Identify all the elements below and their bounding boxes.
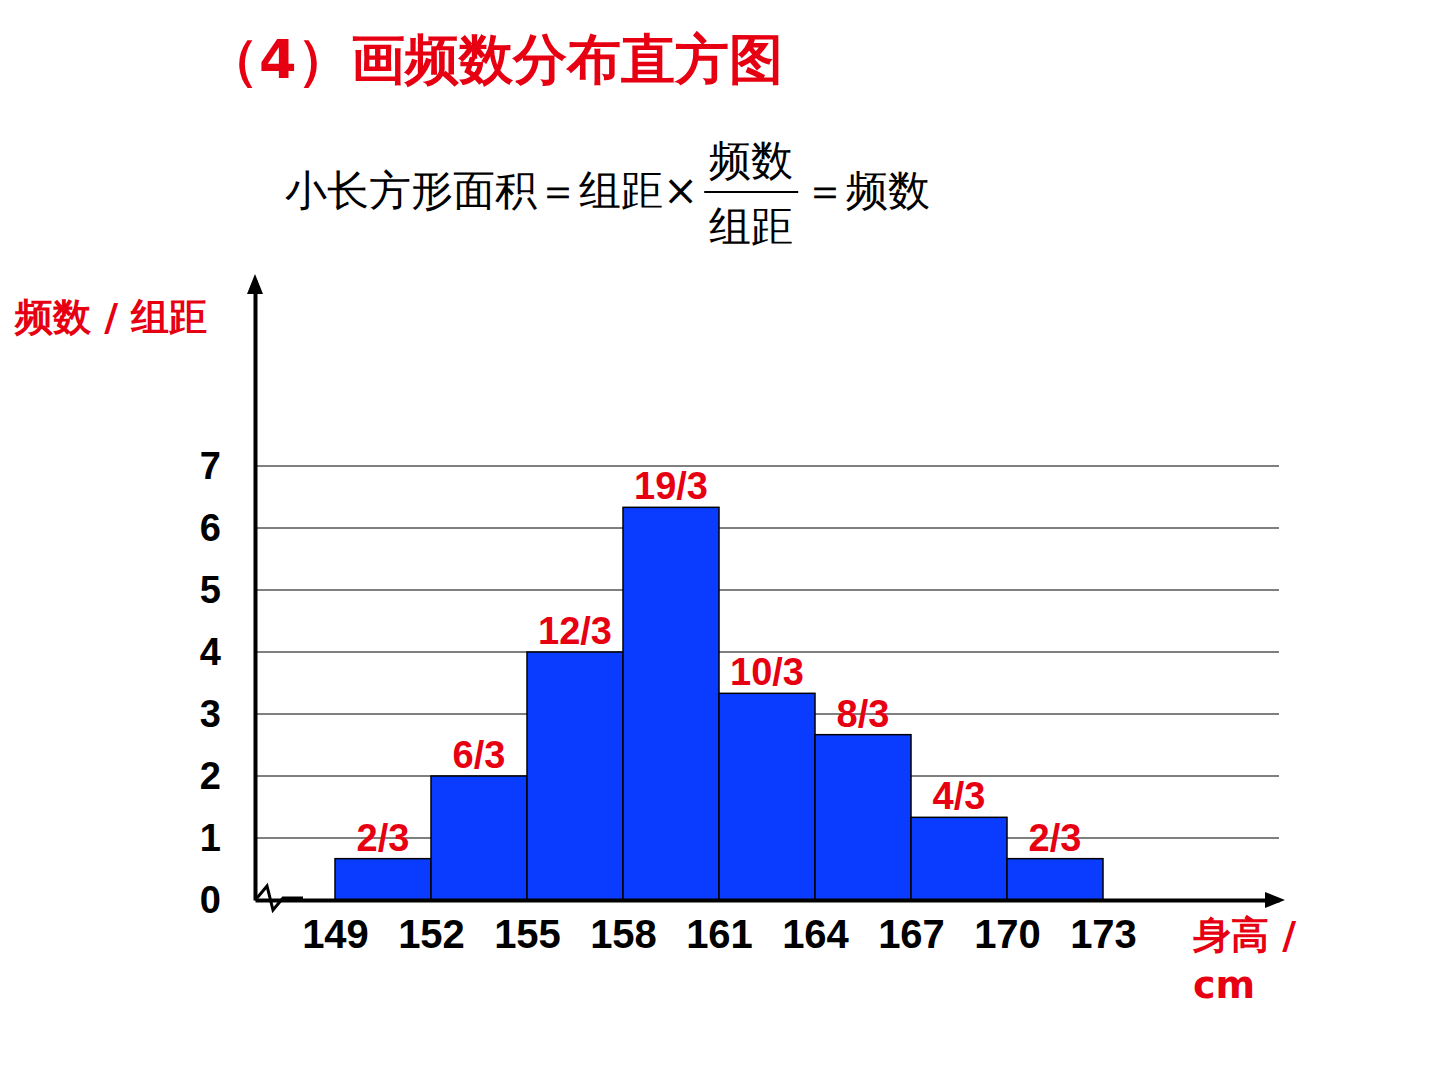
grid-line [255,466,1279,467]
grid [255,466,1279,900]
y-tick: 0 [200,879,255,921]
bar [623,507,719,900]
x-tick-label: 161 [686,912,753,956]
data-label: 12/3 [538,610,612,652]
x-tick: 167 [878,900,945,956]
data-label: 2/3 [1029,817,1082,859]
grid-line [255,590,1279,591]
x-tick-label: 158 [590,912,657,956]
chart: （4）画频数分布直方图小长方形面积＝组距×频数组距＝频数频数 / 组距 0 1 2 3 4… [0,0,1440,1080]
data-label: 19/3 [634,465,708,507]
formula-left: 小长方形面积＝组距× [285,166,698,215]
x-tick: 155 [494,900,561,956]
bar [911,817,1007,900]
x-axis: 149 152 155 158 161 164 167 170 173 [256,900,1280,956]
y-tick: 4 [200,631,255,673]
x-tick-label: 149 [302,912,369,956]
x-axis-arrow [1265,892,1285,908]
data-label: 2/3 [357,817,410,859]
formula: 小长方形面积＝组距×频数组距＝频数 [285,136,930,251]
bar [431,776,527,900]
x-tick-label: 173 [1070,912,1137,956]
y-axis-arrow [247,274,263,294]
y-tick-label: 4 [200,631,221,673]
x-tick-label: 164 [782,912,849,956]
x-tick: 152 [398,900,465,956]
y-tick: 6 [200,507,255,549]
y-tick-label: 2 [200,755,221,797]
y-tick: 2 [200,755,255,797]
x-tick: 158 [590,900,657,956]
title: （4）画频数分布直方图 [205,28,783,91]
data-label: 6/3 [453,734,506,776]
bar [719,693,815,900]
axis-break [257,886,303,910]
y-tick: 7 [200,445,255,487]
bar [1007,859,1103,900]
y-tick-label: 0 [200,879,221,921]
x-tick-label: 170 [974,912,1041,956]
grid-line [255,528,1279,529]
y-tick: 5 [200,569,255,611]
y-tick-label: 1 [200,817,221,859]
x-tick-label: 155 [494,912,561,956]
x-tick: 170 [974,900,1041,956]
fraction-bar [704,191,798,193]
y-axis-title: 频数 / 组距 [14,295,207,339]
x-axis-title: 身高 /cm [1192,913,1296,1007]
background [0,0,1440,1080]
x-tick: 164 [782,900,849,956]
bar [815,735,911,900]
formula-denominator: 组距 [709,202,793,251]
y-tick-label: 7 [200,445,221,487]
y-axis-line [254,281,258,901]
y-tick-label: 6 [200,507,221,549]
y-tick-label: 5 [200,569,221,611]
bar [527,652,623,900]
y-tick: 1 [200,817,255,859]
data-label: 10/3 [730,651,804,693]
data-label: 4/3 [933,775,986,817]
y-tick: 3 [200,693,255,735]
formula-numerator: 频数 [709,136,793,185]
bars [335,507,1103,900]
x-tick: 161 [686,900,753,956]
x-axis-line [256,899,1280,903]
x-tick-label: 167 [878,912,945,956]
y-axis: 0 1 2 3 4 5 6 7 [200,281,256,921]
formula-right: ＝频数 [804,166,930,215]
data-labels: 2/3 6/3 12/3 19/3 10/3 8/3 4/3 2/3 [357,465,1082,858]
grid-line [255,900,1279,901]
x-tick: 173 [1070,900,1137,956]
data-label: 8/3 [837,693,890,735]
x-tick: 149 [302,900,369,956]
bar [335,859,431,900]
x-tick-label: 152 [398,912,465,956]
y-tick-label: 3 [200,693,221,735]
